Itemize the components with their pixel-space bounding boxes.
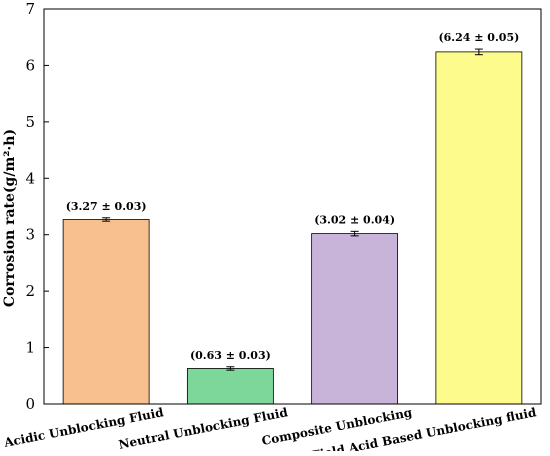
y-tick-label: 2 bbox=[25, 282, 35, 300]
y-tick-label: 3 bbox=[25, 226, 35, 244]
error-bar-1 bbox=[102, 217, 111, 222]
bar-1 bbox=[62, 219, 150, 405]
bar-4 bbox=[435, 51, 523, 405]
y-tick-label: 6 bbox=[25, 56, 35, 74]
bars-layer bbox=[62, 48, 523, 405]
data-label-3: (3.02 ± 0.04) bbox=[314, 213, 395, 226]
data-label-1: (3.27 ± 0.03) bbox=[66, 200, 147, 213]
axes-layer bbox=[43, 8, 542, 405]
y-tick-label: 5 bbox=[25, 113, 35, 131]
data-label-4: (6.24 ± 0.05) bbox=[438, 31, 519, 44]
y-tick-label: 7 bbox=[25, 0, 35, 18]
y-tick-label: 4 bbox=[25, 169, 35, 187]
y-axis-title: Corrosion rate(g/m²·h) bbox=[2, 129, 18, 307]
error-bar-4 bbox=[474, 48, 483, 56]
y-tick-label: 0 bbox=[25, 395, 35, 413]
error-bar-2 bbox=[226, 366, 235, 371]
y-tick-label: 1 bbox=[25, 339, 35, 357]
bar-3 bbox=[311, 233, 399, 405]
plot-frame bbox=[43, 8, 542, 405]
error-bar-3 bbox=[350, 230, 359, 237]
data-label-2: (0.63 ± 0.03) bbox=[190, 349, 271, 362]
bar-2 bbox=[186, 368, 274, 405]
